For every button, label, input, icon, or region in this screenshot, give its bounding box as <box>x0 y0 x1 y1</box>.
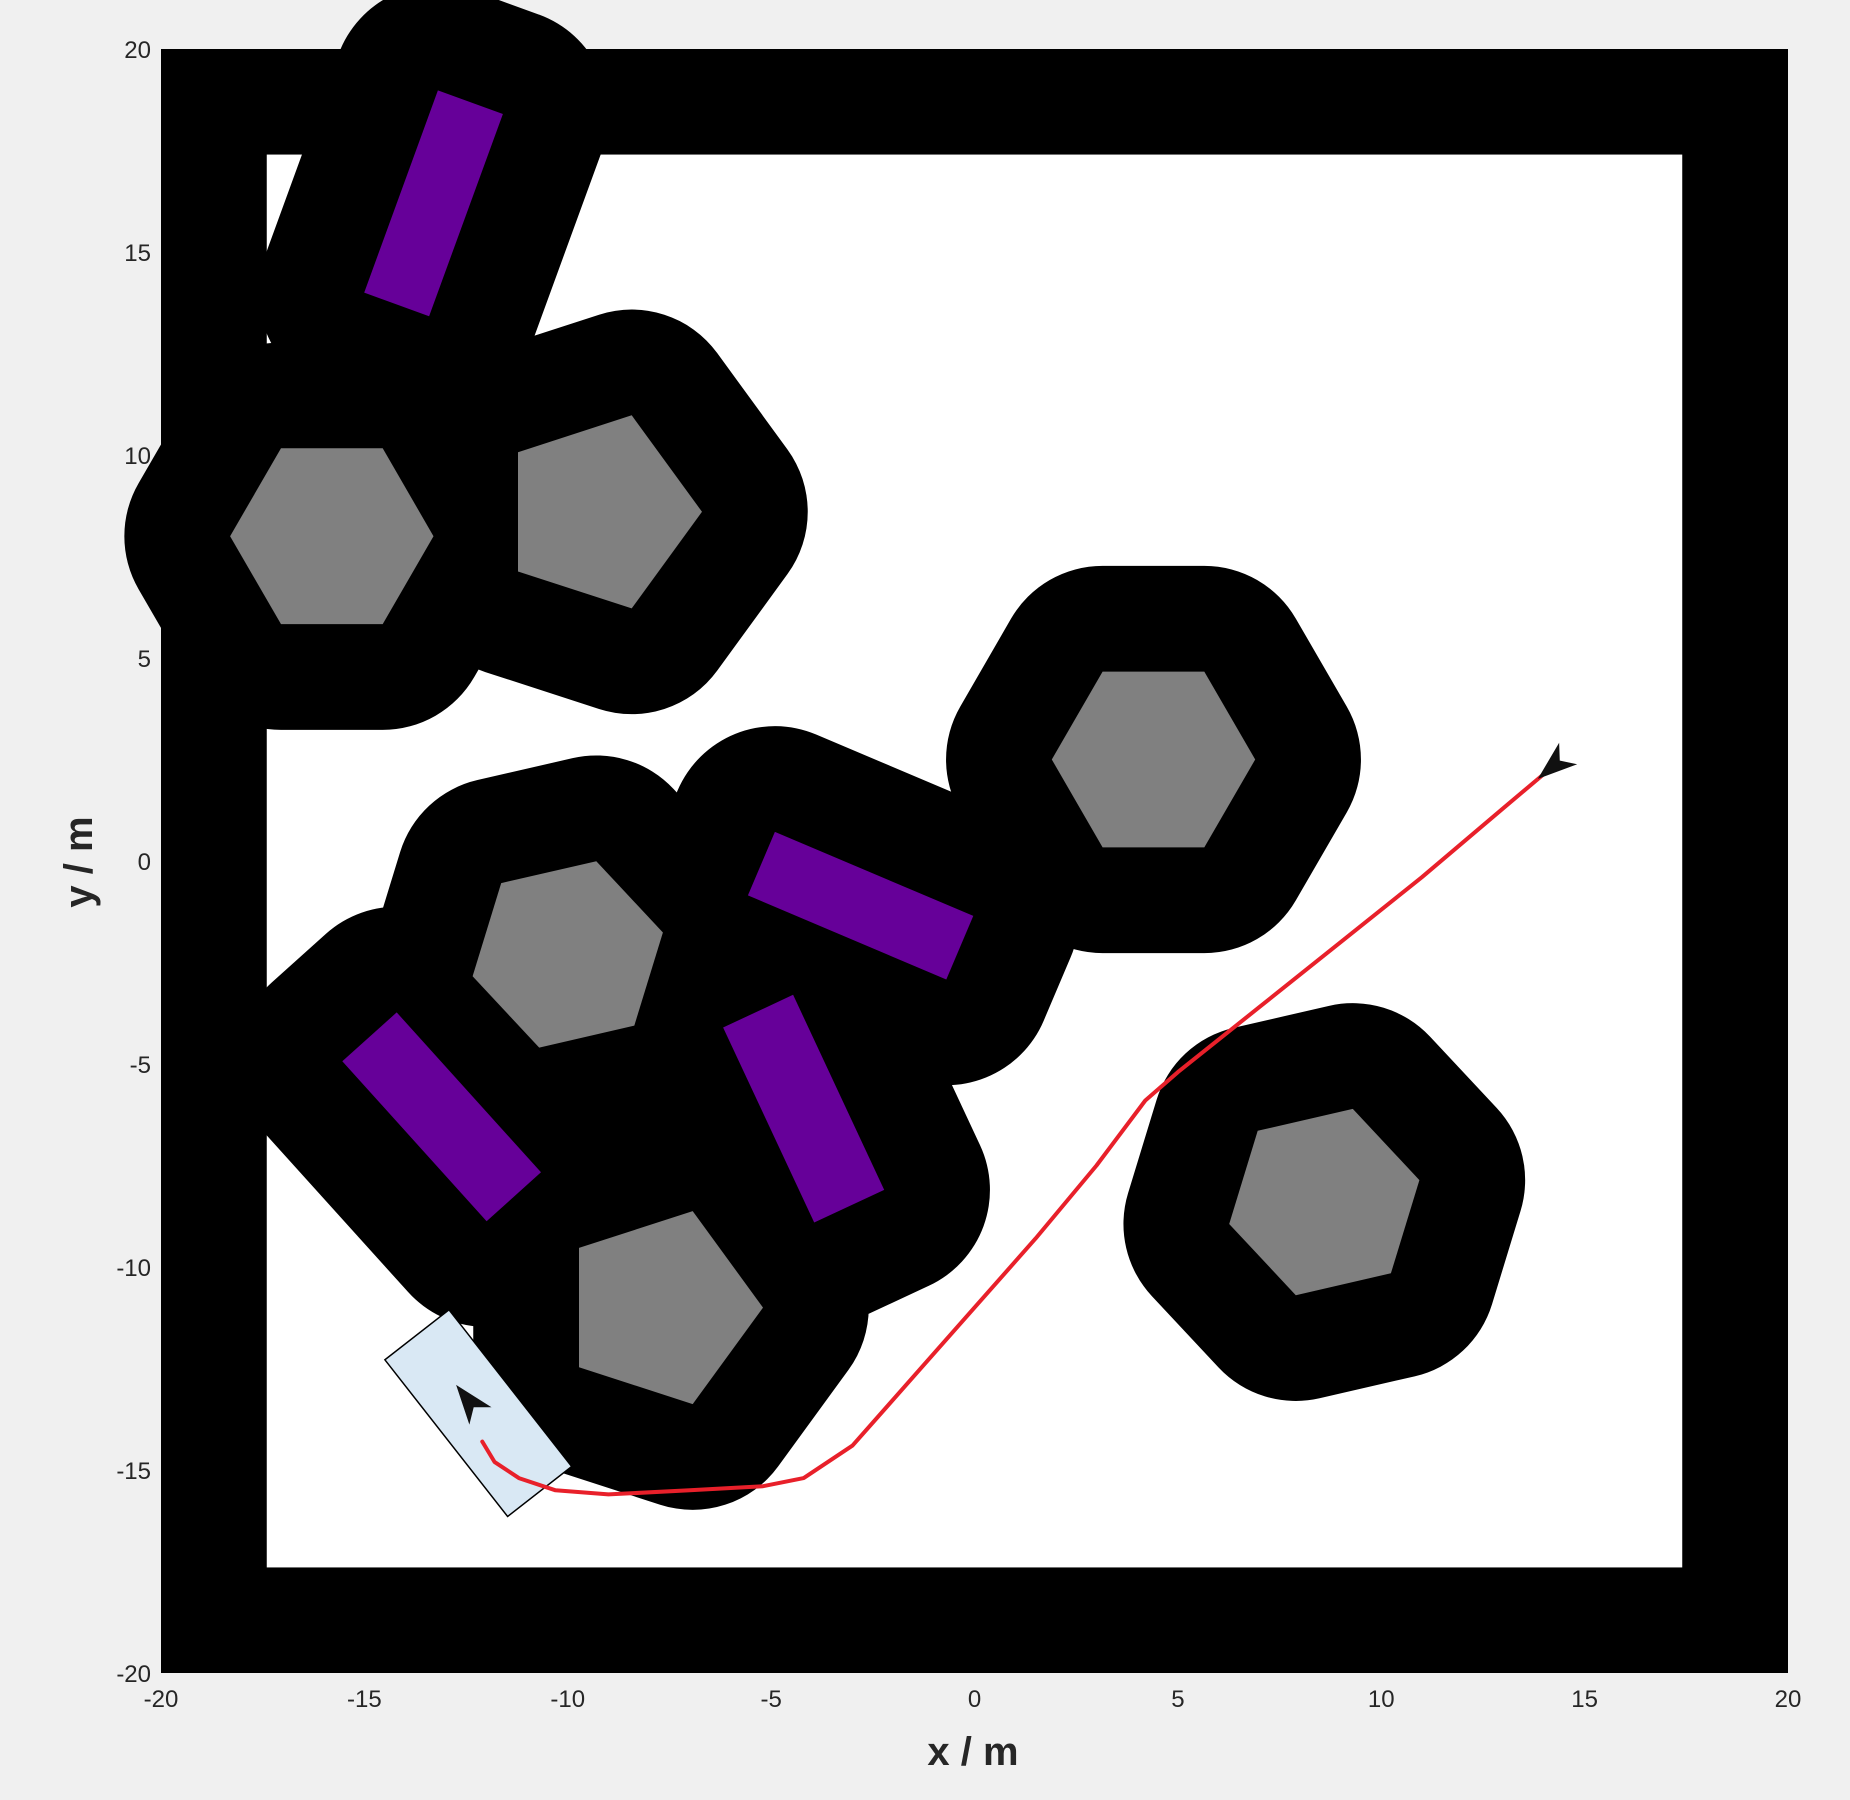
rectangle-obstacle <box>723 994 885 1223</box>
y-axis-title: y / m <box>57 816 101 907</box>
y-tick-label: -10 <box>116 1255 151 1282</box>
x-axis-ticks: -20 -15 -10 -5 0 5 10 15 20 <box>144 1686 1802 1713</box>
x-tick-label: -5 <box>760 1686 781 1713</box>
y-tick-label: 5 <box>138 646 151 673</box>
plot-area <box>124 0 1788 1673</box>
rectangle-obstacle <box>342 1012 541 1222</box>
rectangle-obstacle <box>364 90 503 317</box>
hexagon-obstacle <box>1229 1108 1420 1296</box>
x-axis-title: x / m <box>927 1730 1018 1774</box>
y-tick-label: 15 <box>124 240 151 267</box>
x-tick-label: -10 <box>550 1686 585 1713</box>
y-tick-label: 20 <box>124 37 151 64</box>
y-tick-label: -20 <box>116 1661 151 1688</box>
y-tick-label: -5 <box>130 1052 151 1079</box>
y-tick-label: -15 <box>116 1458 151 1485</box>
vehicle-footprint <box>383 1308 573 1518</box>
vehicle-heading-arrow-icon <box>456 1384 492 1425</box>
x-tick-label: 5 <box>1171 1686 1184 1713</box>
x-tick-label: 15 <box>1571 1686 1598 1713</box>
x-tick-label: 20 <box>1775 1686 1802 1713</box>
hexagon-obstacle <box>472 861 663 1048</box>
y-tick-label: 0 <box>138 849 151 876</box>
x-tick-label: -20 <box>144 1686 179 1713</box>
planned-path <box>480 761 1559 1497</box>
rectangle-obstacle <box>747 831 974 980</box>
pentagon-obstacle <box>579 1211 763 1405</box>
x-tick-label: -15 <box>347 1686 382 1713</box>
goal-arrow-icon <box>1537 742 1578 779</box>
pentagon-obstacle <box>518 415 702 609</box>
x-tick-label: 10 <box>1368 1686 1395 1713</box>
y-axis-ticks: -20 -15 -10 -5 0 5 10 15 20 <box>116 37 151 1688</box>
x-tick-label: 0 <box>968 1686 981 1713</box>
hexagon-obstacle <box>1051 671 1256 848</box>
hexagon-obstacle <box>230 448 434 625</box>
y-tick-label: 10 <box>124 443 151 470</box>
